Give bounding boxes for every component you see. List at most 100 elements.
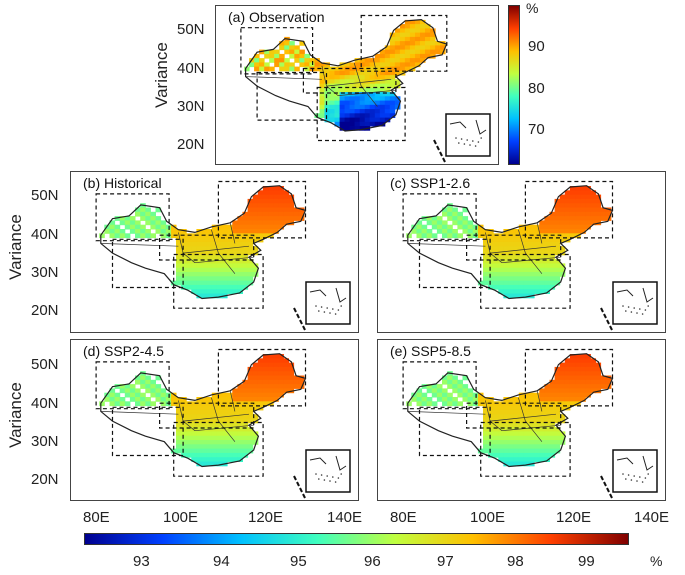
- grid-cell: [518, 444, 525, 450]
- grid-cell: [389, 75, 396, 80]
- grid-cell: [196, 289, 202, 294]
- lon-tick: 120E: [556, 509, 592, 526]
- grid-cell: [539, 224, 545, 230]
- grid-cell: [559, 401, 566, 407]
- grid-cell: [409, 49, 416, 55]
- grid-cell: [150, 233, 156, 239]
- grid-cell: [319, 70, 325, 76]
- grid-cell: [580, 190, 586, 196]
- grid-cell: [544, 448, 550, 454]
- grid-cell: [585, 203, 591, 208]
- grid-cell: [206, 229, 213, 234]
- grid-cell: [409, 28, 416, 34]
- grid-cell: [544, 409, 550, 415]
- grid-cell: [523, 444, 530, 450]
- grid-cell: [216, 229, 223, 234]
- grid-cell: [442, 229, 448, 234]
- grid-cell: [549, 427, 556, 432]
- grid-cell: [585, 207, 591, 213]
- grid-cell: [211, 233, 218, 239]
- grid-cell: [493, 422, 499, 428]
- grid-cell: [262, 384, 269, 389]
- island-dot: [463, 143, 466, 145]
- grid-cell: [186, 427, 192, 432]
- grid-cell: [284, 49, 290, 55]
- grid-cell: [595, 207, 602, 213]
- grid-cell: [114, 229, 121, 234]
- grid-cell: [186, 448, 192, 454]
- grid-cell: [155, 375, 162, 381]
- grid-cell: [569, 371, 576, 376]
- grid-cell: [549, 388, 556, 394]
- grid-cell: [549, 259, 556, 264]
- grid-cell: [369, 96, 376, 101]
- grid-cell: [222, 224, 228, 230]
- grid-cell: [523, 401, 530, 407]
- grid-cell: [534, 448, 540, 454]
- grid-cell: [503, 405, 509, 411]
- panel-title: (c) SSP1-2.6: [388, 175, 473, 191]
- grid-cell: [549, 224, 556, 230]
- grid-cell: [539, 233, 545, 239]
- grid-cell: [114, 216, 121, 221]
- grid-cell: [569, 220, 576, 226]
- grid-cell: [252, 246, 259, 251]
- grid-cell: [488, 397, 494, 402]
- grid-cell: [201, 293, 208, 299]
- grid-cell: [283, 203, 289, 208]
- grid-cell: [273, 392, 279, 398]
- grid-cell: [294, 66, 300, 72]
- grid-cell: [431, 392, 438, 398]
- grid-cell: [145, 379, 151, 385]
- grid-cell: [278, 207, 284, 213]
- grid-cell: [237, 276, 243, 282]
- grid-cell: [283, 384, 289, 389]
- grid-cell: [268, 216, 274, 221]
- grid-cell: [539, 435, 545, 441]
- grid-cell: [339, 121, 346, 127]
- grid-cell: [493, 263, 499, 269]
- grid-cell: [534, 418, 540, 424]
- grid-cell: [247, 220, 254, 226]
- grid-cell: [227, 397, 233, 402]
- grid-cell: [242, 267, 249, 273]
- grid-cell: [452, 216, 458, 221]
- grid-cell: [237, 280, 243, 286]
- lat-tick: 50N: [31, 356, 59, 373]
- grid-cell: [554, 392, 561, 398]
- grid-cell: [222, 263, 228, 269]
- grid-cell: [181, 414, 187, 419]
- grid-cell: [262, 397, 269, 402]
- grid-cell: [488, 272, 494, 277]
- grid-cell: [135, 375, 141, 381]
- grid-cell: [554, 229, 561, 234]
- grid-cell: [252, 207, 259, 213]
- grid-cell: [294, 53, 300, 59]
- grid-cell: [493, 418, 499, 424]
- grid-cell: [247, 392, 254, 398]
- grid-cell: [534, 397, 540, 402]
- grid-cell: [216, 431, 223, 437]
- grid-cell: [262, 194, 269, 200]
- grid-cell: [359, 113, 366, 118]
- grid-cell: [242, 418, 249, 424]
- grid-cell: [247, 405, 254, 411]
- grid-cell: [181, 237, 187, 243]
- grid-cell: [575, 229, 581, 234]
- grid-cell: [364, 87, 371, 93]
- grid-cell: [503, 272, 509, 277]
- grid-cell: [503, 409, 509, 415]
- grid-cell: [575, 354, 581, 359]
- grid-cell: [324, 117, 330, 123]
- grid-cell: [242, 448, 249, 454]
- grid-cell: [590, 371, 596, 376]
- grid-cell: [559, 207, 566, 213]
- grid-cell: [554, 384, 561, 389]
- grid-cell: [416, 397, 423, 402]
- grid-cell: [278, 362, 284, 368]
- grid-cell: [518, 418, 525, 424]
- grid-cell: [319, 96, 325, 101]
- grid-cell: [420, 53, 426, 59]
- grid-cell: [170, 448, 177, 454]
- grid-cell: [513, 461, 520, 467]
